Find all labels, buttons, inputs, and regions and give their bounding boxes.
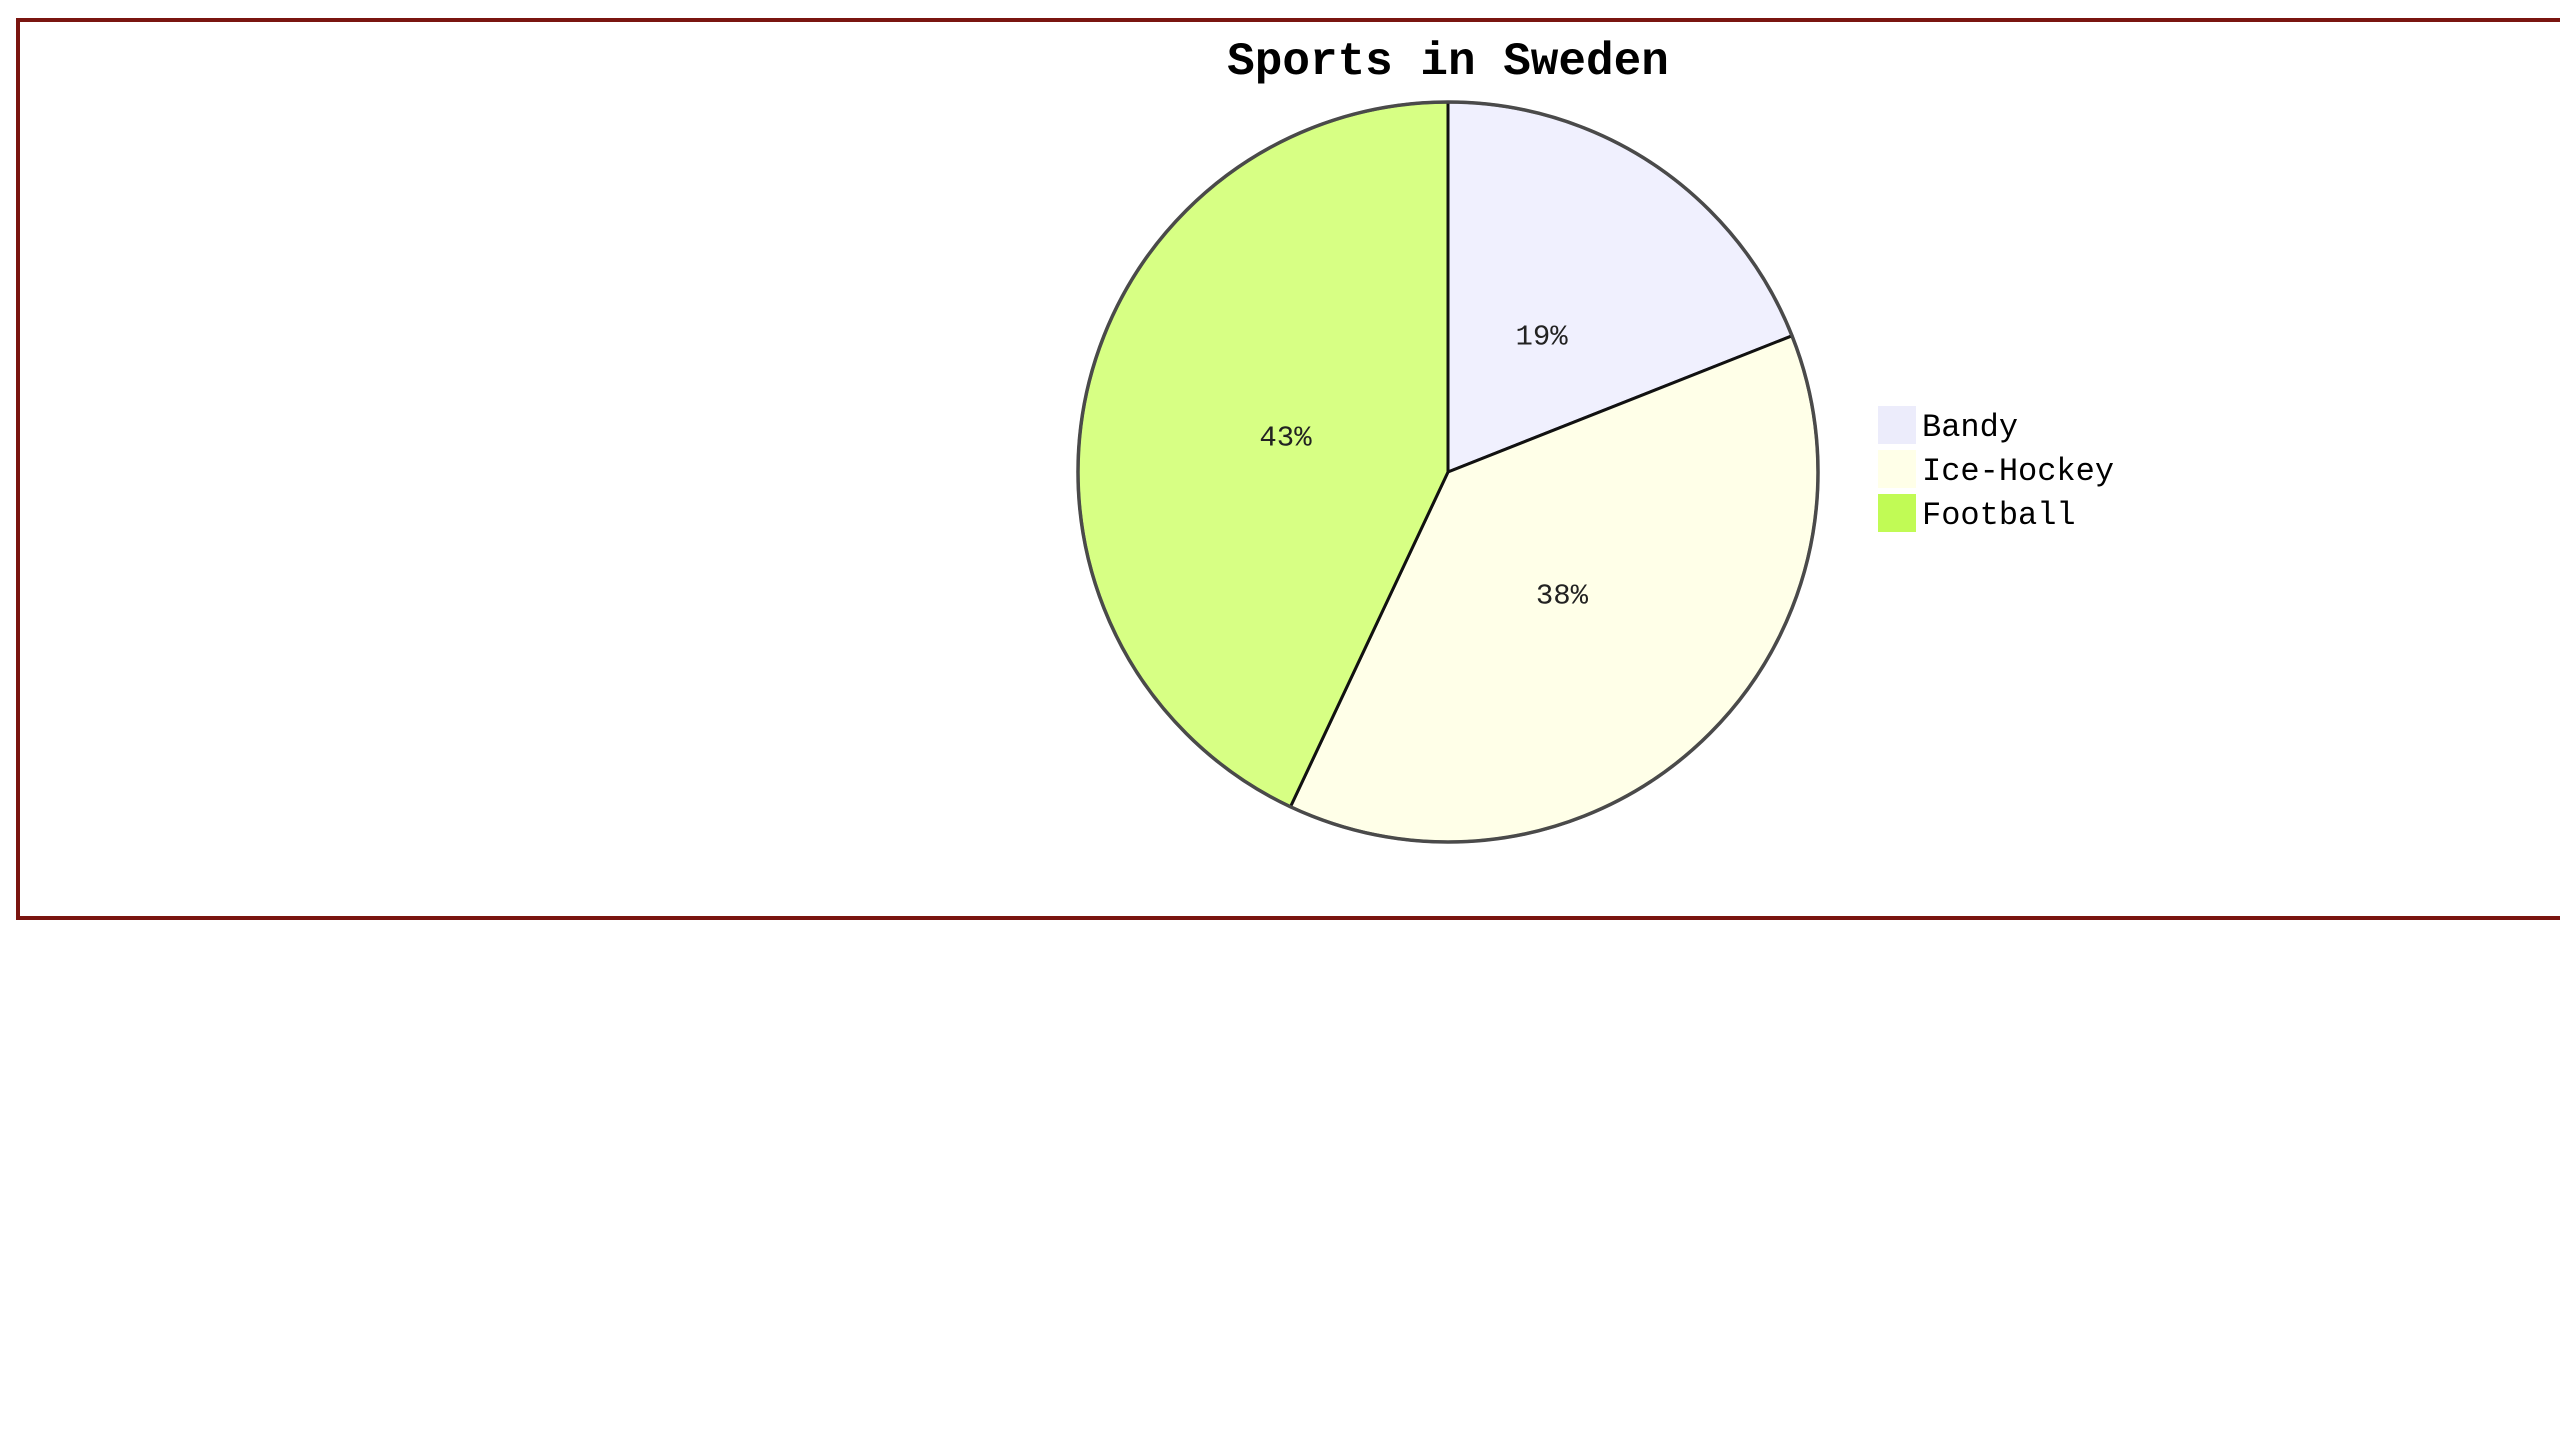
slice-label-ice-hockey: 38% xyxy=(1536,579,1589,612)
pie-chart: Sports in Sweden 19% 38% 43% Bandy Ice-Hock… xyxy=(1076,36,2114,844)
legend-label-ice-hockey: Ice-Hockey xyxy=(1922,453,2114,490)
legend-label-football: Football xyxy=(1922,497,2076,534)
legend-swatch-ice-hockey xyxy=(1878,450,1916,488)
pie-outline xyxy=(1076,100,1820,844)
slice-label-bandy: 19% xyxy=(1515,320,1568,353)
slice-labels: 19% 38% 43% xyxy=(1259,320,1588,612)
legend-swatch-football xyxy=(1878,494,1916,532)
legend: Bandy Ice-Hockey Football xyxy=(1878,406,2114,534)
slice-label-football: 43% xyxy=(1259,422,1312,455)
legend-label-bandy: Bandy xyxy=(1922,409,2018,446)
chart-frame: Sports in Sweden 19% 38% 43% Bandy Ice-Hock… xyxy=(16,18,2560,920)
legend-swatch-bandy xyxy=(1878,406,1916,444)
chart-title: Sports in Sweden xyxy=(1227,36,1669,88)
pie-slices xyxy=(1076,100,1820,844)
